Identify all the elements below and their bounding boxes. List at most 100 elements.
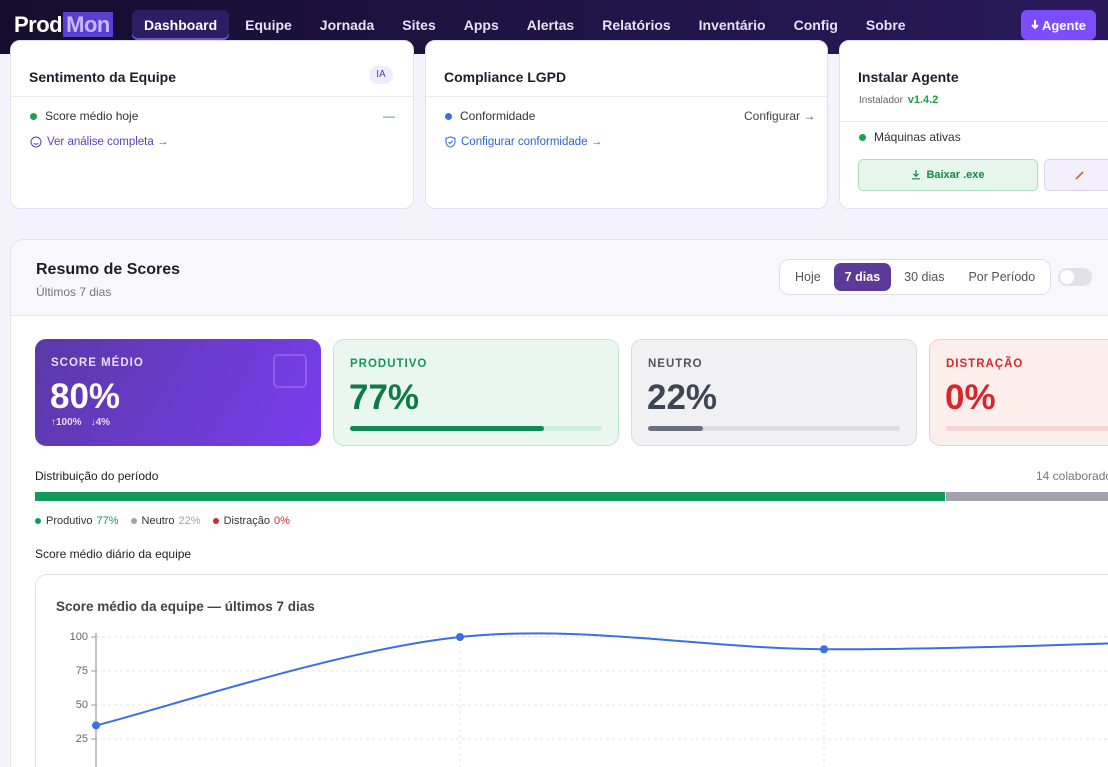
row-label: Score médio hoje	[45, 109, 139, 123]
legend-dot	[35, 518, 41, 524]
legend-label: Neutro	[141, 515, 175, 527]
legend-dot	[130, 518, 137, 524]
download-icon	[912, 170, 921, 180]
point	[92, 721, 100, 730]
kpi-track	[350, 426, 602, 431]
distribution-legend: Produtivo 77% Neutro 22% Distração 0%	[35, 511, 302, 529]
row-label: Conformidade	[460, 109, 536, 123]
period-tab[interactable]: Hoje	[795, 270, 821, 284]
nav-item[interactable]: Inventário	[698, 17, 766, 33]
legend-value: 22%	[178, 515, 201, 527]
legend-item: Distração 0%	[212, 515, 290, 527]
kpi-value: 77%	[349, 378, 420, 417]
brand-mon: Mon	[63, 12, 113, 37]
kpi-value: 0%	[945, 378, 996, 417]
legend-value: 0%	[274, 515, 290, 527]
button-label: Baixar .exe	[926, 169, 985, 181]
link-text: Ver análise completa →	[47, 136, 169, 148]
legend-label: Produtivo	[46, 515, 93, 527]
agent-card: Instalar Agente Instalador v1.4.2 Máquin…	[839, 40, 1108, 209]
legend-label: Distração	[223, 515, 271, 527]
y-tick-label: 25	[76, 733, 88, 745]
nav-item[interactable]: Alertas	[526, 17, 575, 33]
nav-item[interactable]: Config	[793, 17, 838, 33]
kpi-card: NEUTRO 22%	[631, 339, 917, 446]
distribution-segment	[35, 492, 946, 501]
row: Score médio hoje	[30, 109, 138, 123]
y-tick-label: 100	[70, 631, 88, 643]
legend-item: Neutro 22%	[130, 515, 201, 527]
kpi-card: SCORE MÉDIO 80% ↑100% ↓4%	[35, 339, 321, 446]
collaborator-count: 14 colaboradores	[1036, 469, 1108, 483]
nav-item[interactable]: Jornada	[319, 17, 375, 33]
kpi-icon	[273, 354, 307, 388]
kpi-label: SCORE MÉDIO	[51, 357, 144, 369]
chart-title: Score médio da equipe — últimos 7 dias	[56, 599, 315, 614]
version: v1.4.2	[907, 94, 939, 106]
smile-icon	[30, 136, 42, 148]
compliance-card: Compliance LGPD Conformidade Configurar …	[425, 40, 828, 209]
shield-icon	[445, 136, 456, 148]
y-tick-label: 50	[76, 699, 88, 711]
kpi-bar	[648, 426, 704, 431]
nav-items: Dashboard Equipe Jornada Sites Apps Alertas Re…	[132, 10, 918, 40]
divider	[840, 121, 1108, 122]
row-label: Máquinas ativas	[874, 130, 961, 144]
nav-item[interactable]: Relatórios	[602, 17, 671, 33]
agent-button-label: Agente	[1041, 17, 1087, 33]
card-title: Compliance LGPD	[444, 69, 567, 85]
toggle[interactable]	[1058, 268, 1092, 286]
kpi-track	[946, 426, 1108, 431]
section-subtitle: Últimos 7 dias	[36, 285, 112, 299]
installer: Instalador v1.4.2	[859, 94, 938, 106]
nav-item[interactable]: Apps	[463, 17, 499, 33]
toggle-knob	[1060, 270, 1074, 284]
nav-item[interactable]: Dashboard	[132, 10, 230, 40]
distribution-bar	[35, 492, 1108, 501]
divider	[426, 96, 827, 97]
divider	[11, 96, 413, 97]
kpi-max: ↑100%	[51, 417, 82, 428]
kpi-range: ↑100% ↓4%	[51, 417, 110, 428]
brand-prod: Prod	[14, 12, 63, 37]
secondary-button[interactable]	[1044, 159, 1108, 191]
distribution-segment	[946, 492, 1108, 501]
kpi-bar	[350, 426, 545, 431]
point	[820, 645, 828, 654]
sentiment-card: Sentimento da Equipe IA Score médio hoje…	[10, 40, 414, 209]
distribution-title: Distribuição do período	[35, 469, 159, 483]
period-tab[interactable]: Por Período	[968, 270, 1036, 284]
kpi-label: NEUTRO	[648, 358, 703, 370]
nav-item[interactable]: Sites	[402, 17, 436, 33]
row: Máquinas ativas	[859, 130, 961, 144]
chart: 25 50 75 100	[70, 631, 1108, 767]
agent-button[interactable]: Agente	[1021, 10, 1096, 40]
section-title: Resumo de Scores	[36, 261, 181, 278]
button-icon	[1075, 171, 1084, 180]
kpi-value: 80%	[50, 377, 121, 416]
kpi-label: PRODUTIVO	[350, 358, 428, 370]
kpi-card: DISTRAÇÃO 0%	[929, 339, 1108, 446]
card-title: Instalar Agente	[858, 69, 959, 85]
analysis-link[interactable]: Ver análise completa →	[30, 136, 168, 148]
period-tab[interactable]: 30 dias	[904, 270, 945, 284]
nav-item[interactable]: Equipe	[245, 17, 292, 33]
legend-item: Produtivo 77%	[35, 515, 119, 527]
legend-value: 77%	[96, 515, 119, 527]
ai-badge: IA	[369, 66, 393, 84]
nav-item[interactable]: Sobre	[865, 17, 906, 33]
download-icon	[1031, 19, 1039, 29]
line	[95, 632, 1108, 727]
period-tabs: Hoje 7 dias 30 dias Por Período	[779, 259, 1052, 295]
period-tab[interactable]: 7 dias	[833, 263, 892, 291]
compliance-link[interactable]: Configurar conformidade →	[445, 136, 602, 148]
legend-dot	[212, 518, 219, 524]
configure-action[interactable]: Configurar →	[744, 109, 816, 123]
kpi-card: PRODUTIVO 77%	[333, 339, 619, 446]
brand[interactable]: Prod Mon	[14, 12, 113, 38]
installer-label: Instalador	[859, 95, 903, 106]
download-button[interactable]: Baixar .exe	[858, 159, 1038, 191]
kpi-label: DISTRAÇÃO	[946, 358, 1024, 370]
card-title: Sentimento da Equipe	[29, 69, 177, 85]
